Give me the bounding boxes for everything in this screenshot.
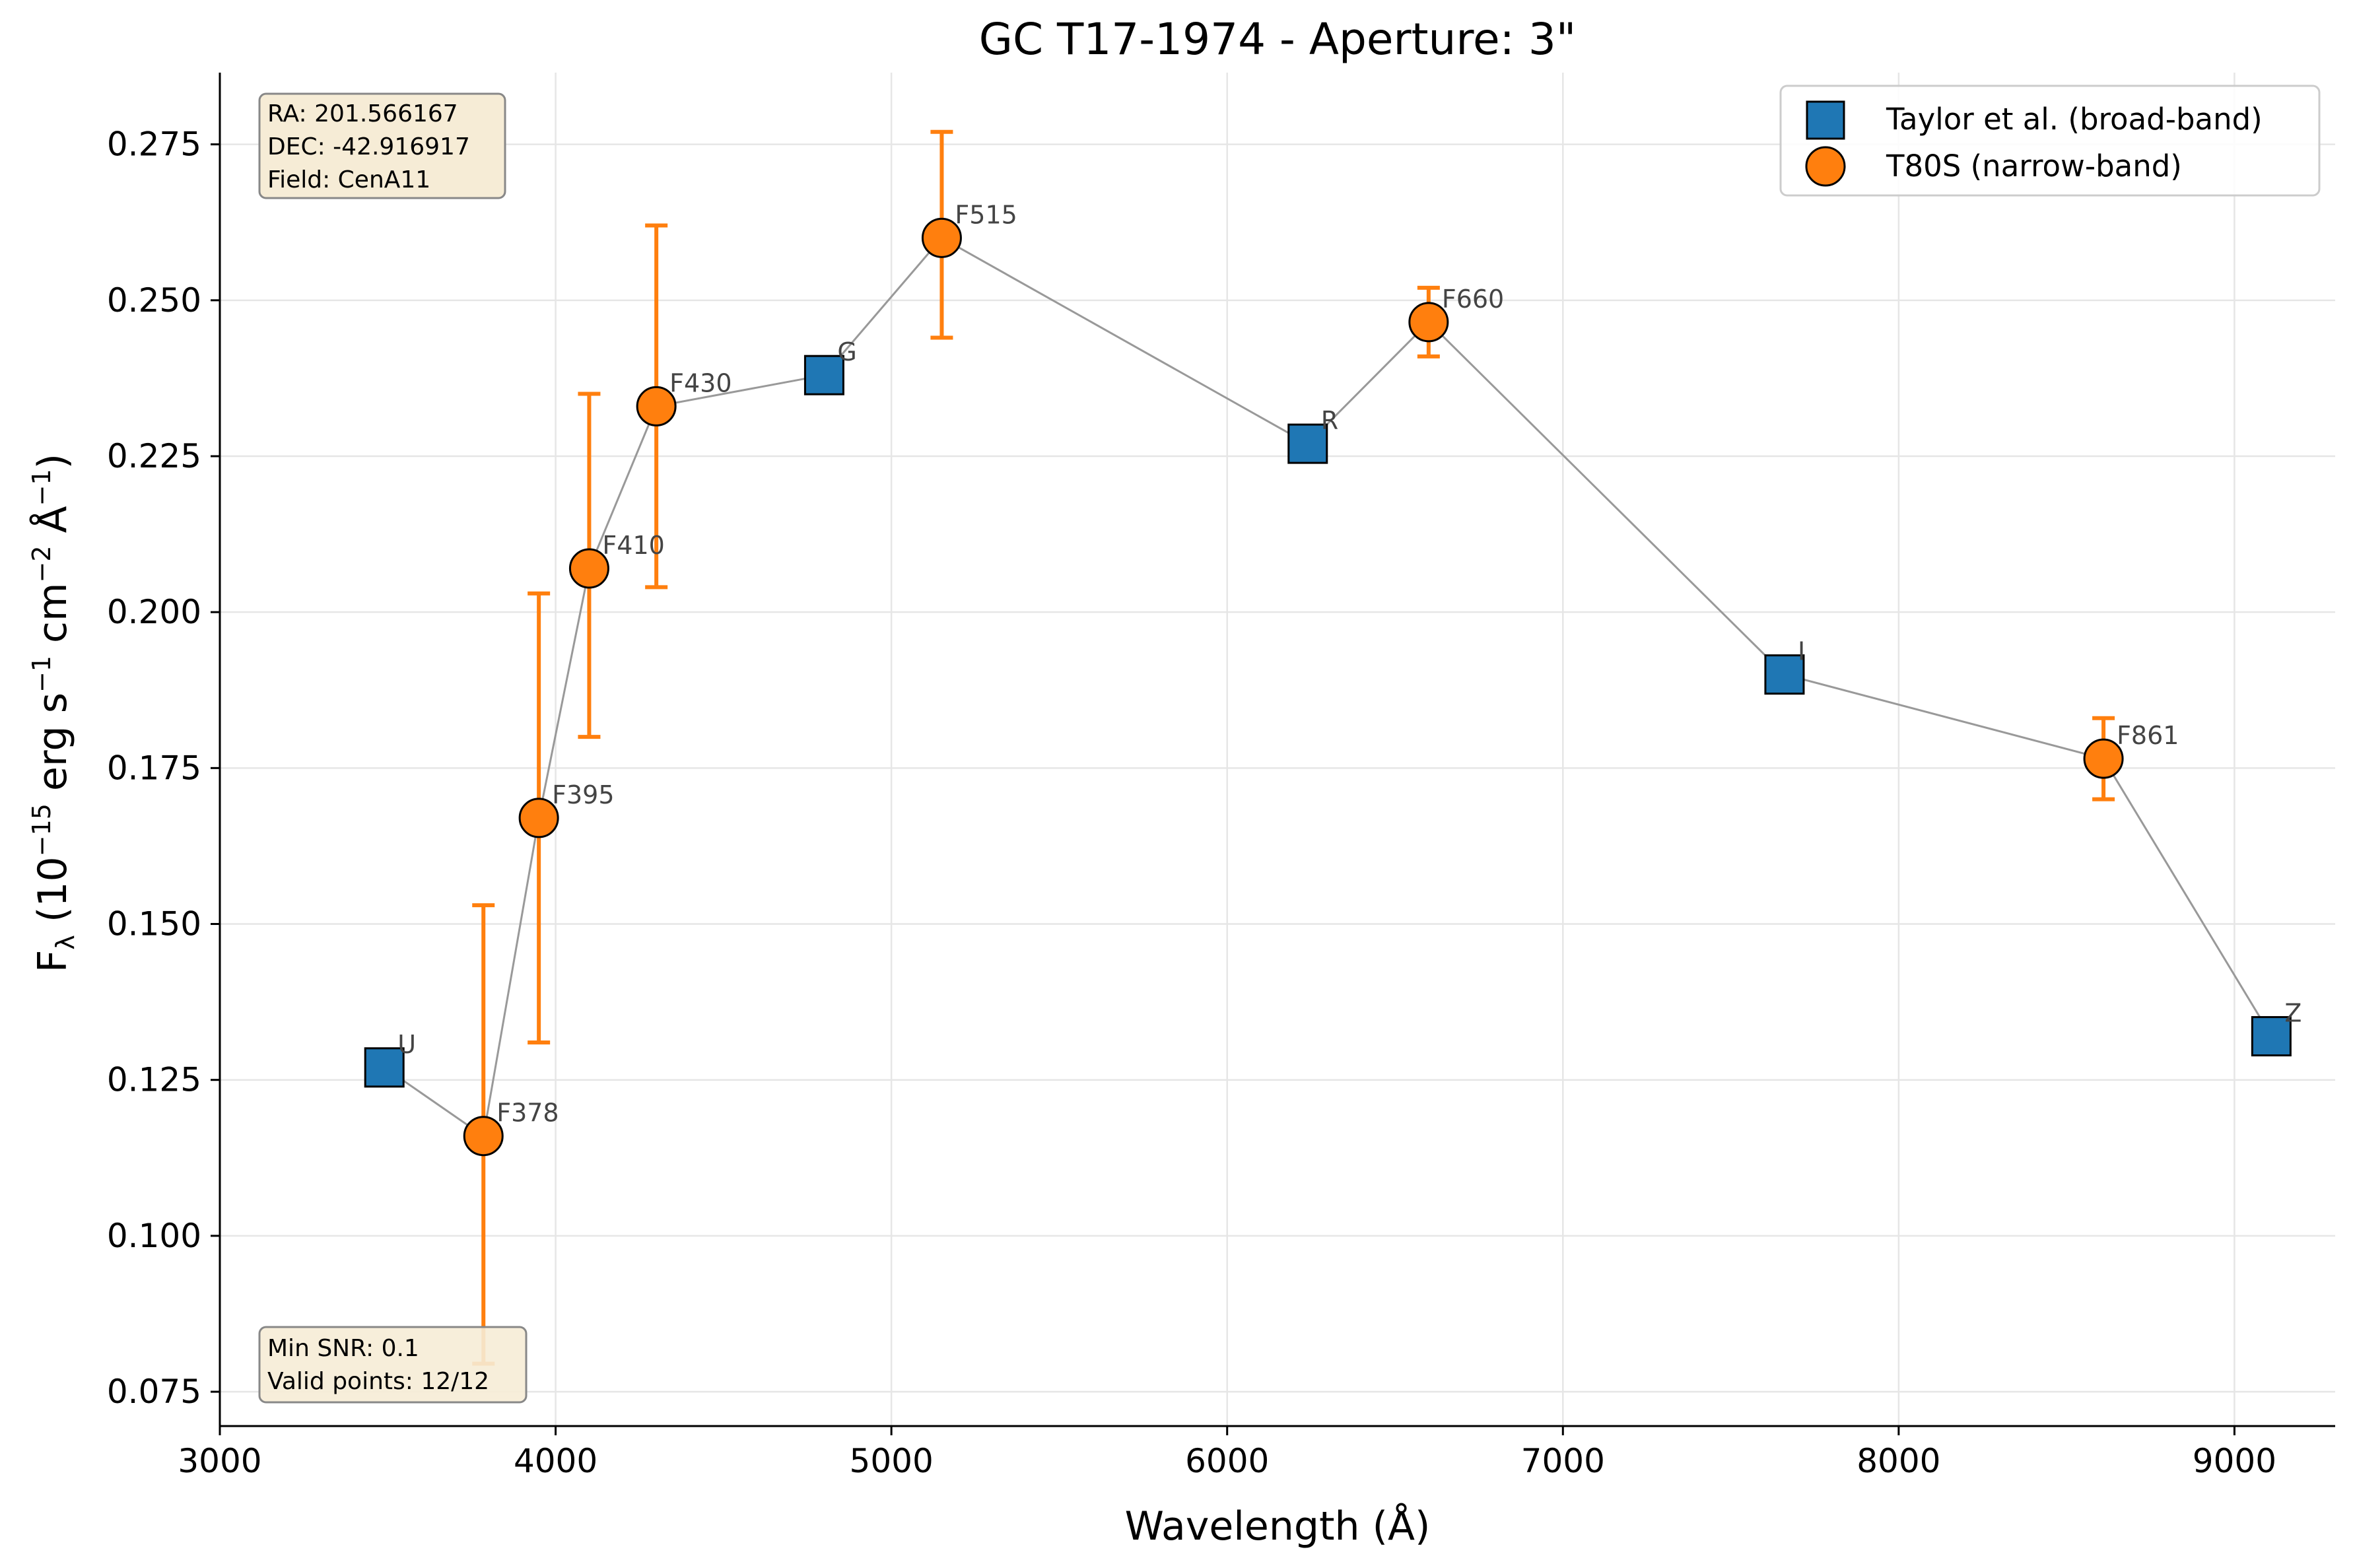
y-tick-label: 0.200 <box>107 593 201 631</box>
info-box-top: RA: 201.566167 DEC: -42.916917 Field: Ce… <box>258 92 506 199</box>
narrow-band-marker-f515 <box>921 217 962 258</box>
info-valid-points: Valid points: 12/12 <box>267 1368 489 1395</box>
sed-connecting-line <box>384 236 2272 1138</box>
narrow-band-marker-f395 <box>518 798 559 838</box>
y-label-sub: λ <box>51 935 80 950</box>
point-label-f378: F378 <box>496 1099 559 1128</box>
legend: Taylor et al. (broad-band) T80S (narrow-… <box>1779 85 2321 197</box>
x-tick-label: 7000 <box>1521 1442 1605 1480</box>
info-box-bottom-frame <box>258 1326 528 1404</box>
point-label-f515: F515 <box>955 200 1017 229</box>
legend-frame <box>1779 85 2321 197</box>
x-tick-label: 4000 <box>514 1442 597 1480</box>
point-label-i: I <box>1798 637 1805 666</box>
y-label-close: ) <box>30 454 76 469</box>
y-label-open: (10 <box>30 856 76 935</box>
point-labels: U G R I Z F378 F395 F410 F430 F515 F660 F861 <box>397 200 2302 1127</box>
info-min-snr: Min SNR: 0.1 <box>267 1335 419 1362</box>
y-label-mid1: erg s <box>30 693 76 803</box>
point-label-f430: F430 <box>669 368 732 397</box>
legend-broad-label: Taylor et al. (broad-band) <box>1886 102 2263 137</box>
y-tick-label: 0.150 <box>107 905 201 943</box>
y-label-mid2: cm <box>30 582 76 656</box>
info-dec: DEC: -42.916917 <box>267 133 470 160</box>
info-box-top-frame <box>258 92 506 199</box>
info-ra: RA: 201.566167 <box>267 100 458 127</box>
broad-band-marker-u <box>364 1047 405 1088</box>
point-label-f861: F861 <box>2117 721 2179 750</box>
y-label-mid3: Å <box>29 506 76 545</box>
narrow-band-marker-f430 <box>636 386 677 426</box>
broad-band-marker-z <box>2251 1016 2292 1057</box>
legend-narrow-marker <box>1805 146 1846 187</box>
broad-band-marker-r <box>1287 423 1328 464</box>
chart-title: GC T17-1974 - Aperture: 3" <box>979 14 1576 65</box>
legend-broad-marker <box>1806 100 1845 140</box>
broad-band-marker-g <box>803 355 844 395</box>
narrow-band-marker-f410 <box>568 548 609 589</box>
narrow-band-marker-f660 <box>1408 302 1449 343</box>
point-label-f410: F410 <box>602 531 664 560</box>
info-box-bottom: Min SNR: 0.1 Valid points: 12/12 <box>258 1326 528 1404</box>
y-label-exp2: −1 <box>27 656 56 693</box>
x-tick-label: 8000 <box>1857 1442 1940 1480</box>
y-label-exp3: −2 <box>27 545 56 582</box>
x-tick-label: 5000 <box>850 1442 934 1480</box>
y-axis-label: Fλ (10−15 erg s−1 cm−2 Å−1) <box>27 454 80 972</box>
svg-text:Fλ (10−15 erg s−1 cm−2 Å−1): Fλ (10−15 erg s−1 cm−2 Å−1) <box>27 454 80 972</box>
y-tick-label: 0.075 <box>107 1373 201 1411</box>
point-label-f660: F660 <box>1442 285 1504 314</box>
point-label-u: U <box>397 1030 416 1059</box>
y-label-exp4: −1 <box>27 469 56 506</box>
y-tick-label: 0.100 <box>107 1217 201 1255</box>
y-tick-label: 0.175 <box>107 749 201 787</box>
broad-band-marker-i <box>1764 654 1805 695</box>
point-label-f395: F395 <box>552 780 614 809</box>
narrow-band-marker-f378 <box>463 1116 504 1157</box>
ticks: 3000 4000 5000 6000 7000 8000 9000 0.075 0.100 0.… <box>107 125 2276 1480</box>
axes <box>219 73 2335 1427</box>
y-tick-label: 0.125 <box>107 1061 201 1099</box>
y-tick-label: 0.225 <box>107 437 201 475</box>
point-label-g: G <box>837 337 856 366</box>
x-tick-label: 6000 <box>1185 1442 1269 1480</box>
point-label-r: R <box>1321 406 1338 435</box>
x-tick-label: 3000 <box>178 1442 261 1480</box>
narrow-band-marker-f861 <box>2083 738 2124 779</box>
point-label-z: Z <box>2284 999 2302 1028</box>
info-field: Field: CenA11 <box>267 166 430 193</box>
y-label-base: F <box>30 950 76 973</box>
y-tick-label: 0.250 <box>107 281 201 320</box>
y-label-exp1: −15 <box>27 803 56 856</box>
data-markers <box>364 217 2292 1157</box>
y-tick-label: 0.275 <box>107 125 201 164</box>
legend-narrow-label: T80S (narrow-band) <box>1886 149 2182 184</box>
x-axis-label: Wavelength (Å) <box>1125 1503 1431 1550</box>
connecting-line <box>384 236 2272 1138</box>
x-tick-label: 9000 <box>2193 1442 2276 1480</box>
